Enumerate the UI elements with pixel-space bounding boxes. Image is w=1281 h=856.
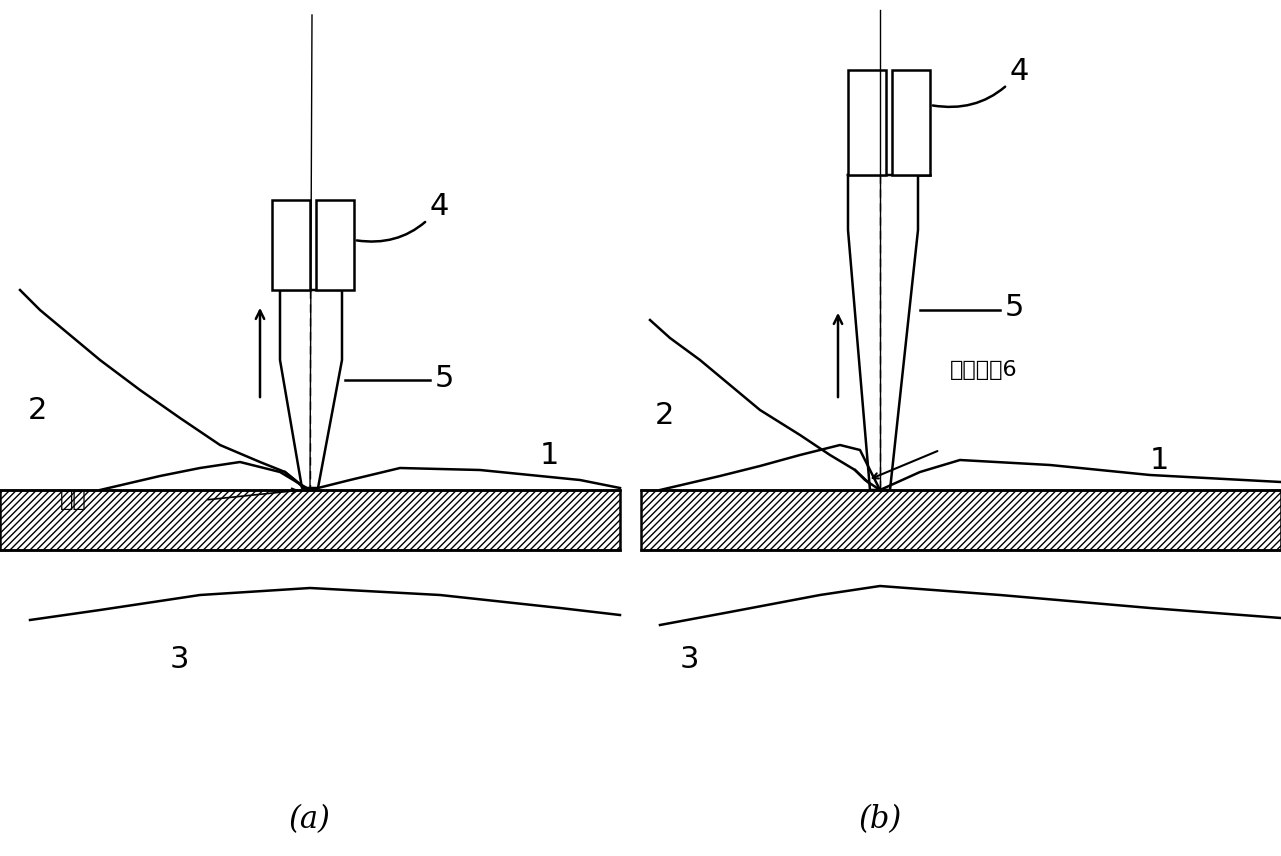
Text: 5: 5 xyxy=(1006,294,1025,323)
Text: 1: 1 xyxy=(1150,445,1170,474)
Text: 3: 3 xyxy=(680,645,699,675)
Bar xyxy=(272,200,310,290)
Polygon shape xyxy=(848,175,918,490)
Text: 没有尾部6: 没有尾部6 xyxy=(951,360,1017,380)
Bar xyxy=(0,490,620,550)
Text: 1: 1 xyxy=(541,441,560,469)
Text: 5: 5 xyxy=(436,364,455,393)
Text: 切断: 切断 xyxy=(60,490,87,510)
Text: (b): (b) xyxy=(858,805,902,835)
Text: 3: 3 xyxy=(170,645,190,675)
Bar xyxy=(316,200,354,290)
Text: 2: 2 xyxy=(28,395,47,425)
Text: 2: 2 xyxy=(655,401,674,430)
Bar xyxy=(640,490,1281,550)
Text: 4: 4 xyxy=(933,57,1030,107)
Polygon shape xyxy=(281,290,342,488)
Bar xyxy=(892,70,930,175)
Bar xyxy=(848,70,886,175)
Text: (a): (a) xyxy=(290,805,330,835)
Text: 4: 4 xyxy=(356,192,450,241)
